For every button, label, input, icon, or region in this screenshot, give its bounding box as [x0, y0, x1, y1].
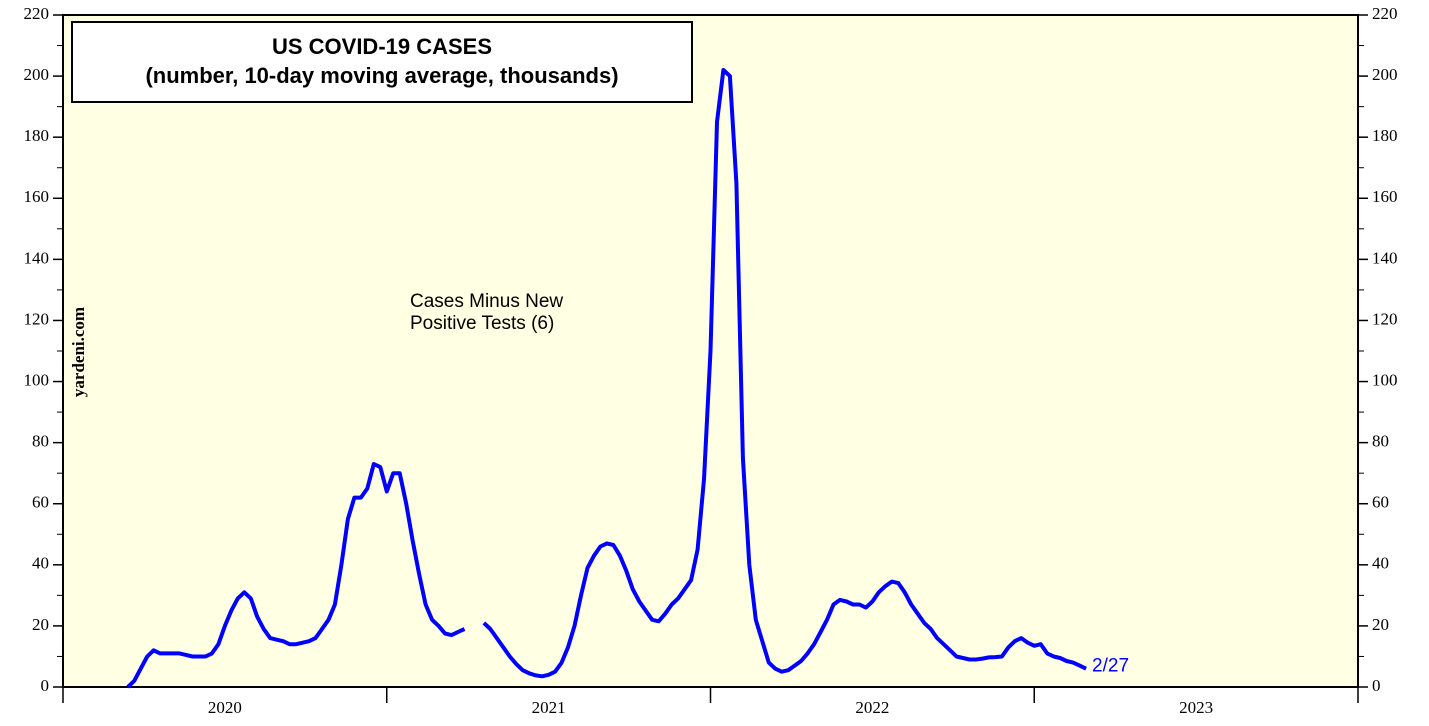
- y-tick-label: 0: [41, 676, 50, 695]
- y2-tick-label: 40: [1372, 554, 1389, 573]
- y2-tick-label: 20: [1372, 615, 1389, 634]
- y-tick-label: 220: [24, 4, 50, 23]
- y2-tick-label: 60: [1372, 493, 1389, 512]
- y-tick-label: 100: [24, 370, 50, 389]
- y2-tick-label: 220: [1372, 4, 1398, 23]
- chart-title: US COVID-19 CASES: [272, 34, 492, 59]
- y2-tick-label: 0: [1372, 676, 1381, 695]
- series-line: [126, 462, 466, 689]
- y-tick-label: 160: [24, 187, 50, 206]
- watermark: yardeni.com: [69, 307, 88, 397]
- x-tick-label: 2021: [532, 698, 566, 717]
- y2-tick-label: 160: [1372, 187, 1398, 206]
- x-tick-label: 2023: [1179, 698, 1213, 717]
- x-tick-label: 2022: [855, 698, 889, 717]
- y-tick-label: 180: [24, 126, 50, 145]
- y-tick-label: 120: [24, 309, 50, 328]
- end-label: 2/27: [1092, 656, 1129, 677]
- title-box: [71, 21, 693, 103]
- y-tick-label: 40: [32, 554, 49, 573]
- series-line: [482, 68, 1087, 679]
- y-tick-label: 20: [32, 615, 49, 634]
- y-tick-label: 80: [32, 432, 49, 451]
- y2-tick-label: 80: [1372, 432, 1389, 451]
- annotation: Cases Minus New Positive Tests (6): [410, 291, 563, 334]
- chart-subtitle: (number, 10-day moving average, thousand…: [145, 63, 618, 88]
- y2-tick-label: 200: [1372, 65, 1398, 84]
- y-tick-label: 200: [24, 65, 50, 84]
- y2-tick-label: 100: [1372, 370, 1398, 389]
- x-tick-label: 2020: [208, 698, 242, 717]
- y2-tick-label: 140: [1372, 248, 1398, 267]
- y-tick-label: 60: [32, 493, 49, 512]
- y-tick-label: 140: [24, 248, 50, 267]
- y2-tick-label: 120: [1372, 309, 1398, 328]
- y2-tick-label: 180: [1372, 126, 1398, 145]
